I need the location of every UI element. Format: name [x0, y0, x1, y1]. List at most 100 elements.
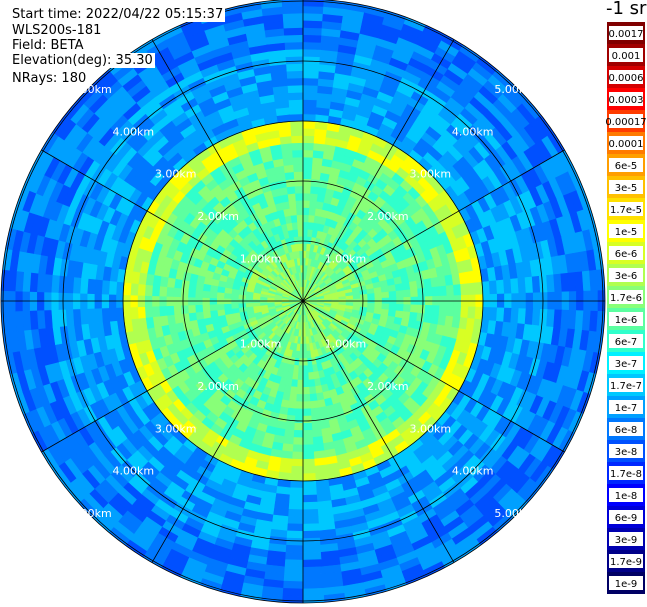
- heatmap-cell: [302, 573, 323, 583]
- colorbar-tick-label: 1e-6: [615, 315, 638, 326]
- heatmap-cell: [108, 280, 118, 295]
- heatmap-cell: [312, 443, 325, 453]
- heatmap-cell: [311, 171, 322, 181]
- heatmap-cell: [237, 302, 247, 309]
- heatmap-cell: [79, 308, 89, 325]
- heatmap-cell: [283, 27, 304, 36]
- heatmap-cell: [302, 350, 308, 359]
- heatmap-cell: [311, 429, 323, 438]
- heatmap-cell: [201, 303, 211, 312]
- heatmap-cell: [289, 106, 304, 115]
- heatmap-cell: [286, 407, 296, 417]
- heatmap-cell: [481, 306, 491, 321]
- colorbar-tick-label: 1e-9: [615, 579, 638, 590]
- heatmap-cell: [187, 304, 196, 314]
- heatmap-cell: [180, 287, 189, 298]
- heatmap-cell: [86, 307, 96, 324]
- heatmap-cell: [195, 311, 205, 321]
- heatmap-cell: [108, 307, 118, 322]
- heatmap-cell: [302, 336, 307, 345]
- heatmap-cell: [101, 279, 110, 295]
- heatmap-cell: [424, 287, 433, 298]
- range-label: 2.00km: [197, 380, 239, 393]
- heatmap-cell: [216, 303, 225, 311]
- heatmap-cell: [165, 286, 175, 297]
- heatmap-cell: [292, 228, 299, 238]
- heatmap-cell: [288, 501, 304, 511]
- colorbar-tick-label: 1e-5: [615, 227, 638, 238]
- range-label: 1.00km: [240, 253, 282, 266]
- heatmap-cell: [297, 221, 304, 230]
- heatmap-cell: [308, 386, 317, 395]
- heatmap-cell: [285, 55, 304, 65]
- heatmap-cell: [144, 305, 153, 318]
- heatmap-cell: [445, 284, 455, 297]
- range-label: 5.00km: [494, 83, 536, 96]
- range-label: 4.00km: [113, 125, 155, 138]
- heatmap-cell: [302, 27, 323, 36]
- heatmap-cell: [283, 164, 295, 173]
- heatmap-cell: [312, 436, 324, 445]
- heatmap-cell: [302, 127, 316, 137]
- heatmap-cell: [310, 178, 321, 188]
- heatmap-cell: [302, 437, 314, 446]
- colorbar-tick-label: 0.001: [612, 51, 641, 62]
- heatmap-cell: [288, 91, 304, 101]
- nrays-label: NRays: 180: [10, 71, 89, 86]
- heatmap-cell: [290, 465, 304, 475]
- heatmap-cell: [297, 365, 304, 374]
- heatmap-cell: [302, 228, 309, 237]
- heatmap-cell: [488, 280, 498, 295]
- colorbar: 0.0017 0.001 0.0006 0.0003 0.00017 0.0001 6e-5…: [605, 22, 647, 594]
- heatmap-cell: [312, 157, 324, 166]
- heatmap-cell: [302, 365, 309, 374]
- heatmap-cell: [302, 508, 319, 518]
- heatmap-cell: [286, 185, 296, 195]
- colorbar-tick-label: 6e-8: [615, 425, 638, 436]
- heatmap-cell: [281, 443, 294, 453]
- heatmap-cell: [307, 371, 315, 381]
- heatmap-cell: [496, 307, 505, 323]
- heatmap-cell: [281, 149, 294, 159]
- heatmap-cell: [173, 304, 182, 315]
- heatmap-cell: [291, 142, 304, 151]
- heatmap-cell: [209, 303, 218, 312]
- heatmap-cell: [287, 84, 304, 94]
- heatmap-cell: [292, 156, 304, 165]
- heatmap-cell: [312, 149, 325, 159]
- heatmap-cell: [445, 305, 455, 318]
- heatmap-cell: [302, 55, 321, 65]
- heatmap-cell: [283, 429, 295, 438]
- heatmap-cell: [291, 451, 304, 460]
- heatmap-cell: [381, 303, 390, 311]
- heatmap-cell: [395, 290, 405, 299]
- heatmap-cell: [302, 120, 316, 129]
- heatmap-cell: [151, 284, 161, 297]
- heatmap-cell: [295, 401, 304, 410]
- heatmap-cell: [302, 185, 312, 194]
- heatmap-cell: [510, 278, 520, 295]
- heatmap-cell: [302, 91, 318, 101]
- heatmap-cell: [282, 436, 294, 445]
- heatmap-cell: [503, 307, 512, 324]
- heatmap-cell: [302, 587, 324, 597]
- heatmap-cell: [289, 487, 304, 496]
- units-label: -1 sr: [606, 0, 647, 19]
- heatmap-cell: [302, 19, 323, 29]
- range-label: 2.00km: [197, 210, 239, 223]
- heatmap-cell: [282, 580, 304, 590]
- colorbar-tick-label: 1.7e-8: [610, 469, 642, 480]
- heatmap-cell: [115, 306, 125, 321]
- heatmap-cell: [359, 293, 369, 300]
- heatmap-cell: [302, 473, 316, 482]
- colorbar-tick-label: 6e-7: [615, 337, 638, 348]
- heatmap-cell: [284, 34, 304, 43]
- heatmap-cell: [302, 501, 318, 511]
- heatmap-cell: [302, 12, 324, 22]
- heatmap-cell: [294, 408, 304, 417]
- heatmap-cell: [417, 287, 426, 298]
- heatmap-cell: [310, 407, 320, 417]
- heatmap-cell: [294, 415, 304, 424]
- heatmap-cell: [481, 281, 491, 296]
- heatmap-cell: [293, 163, 304, 173]
